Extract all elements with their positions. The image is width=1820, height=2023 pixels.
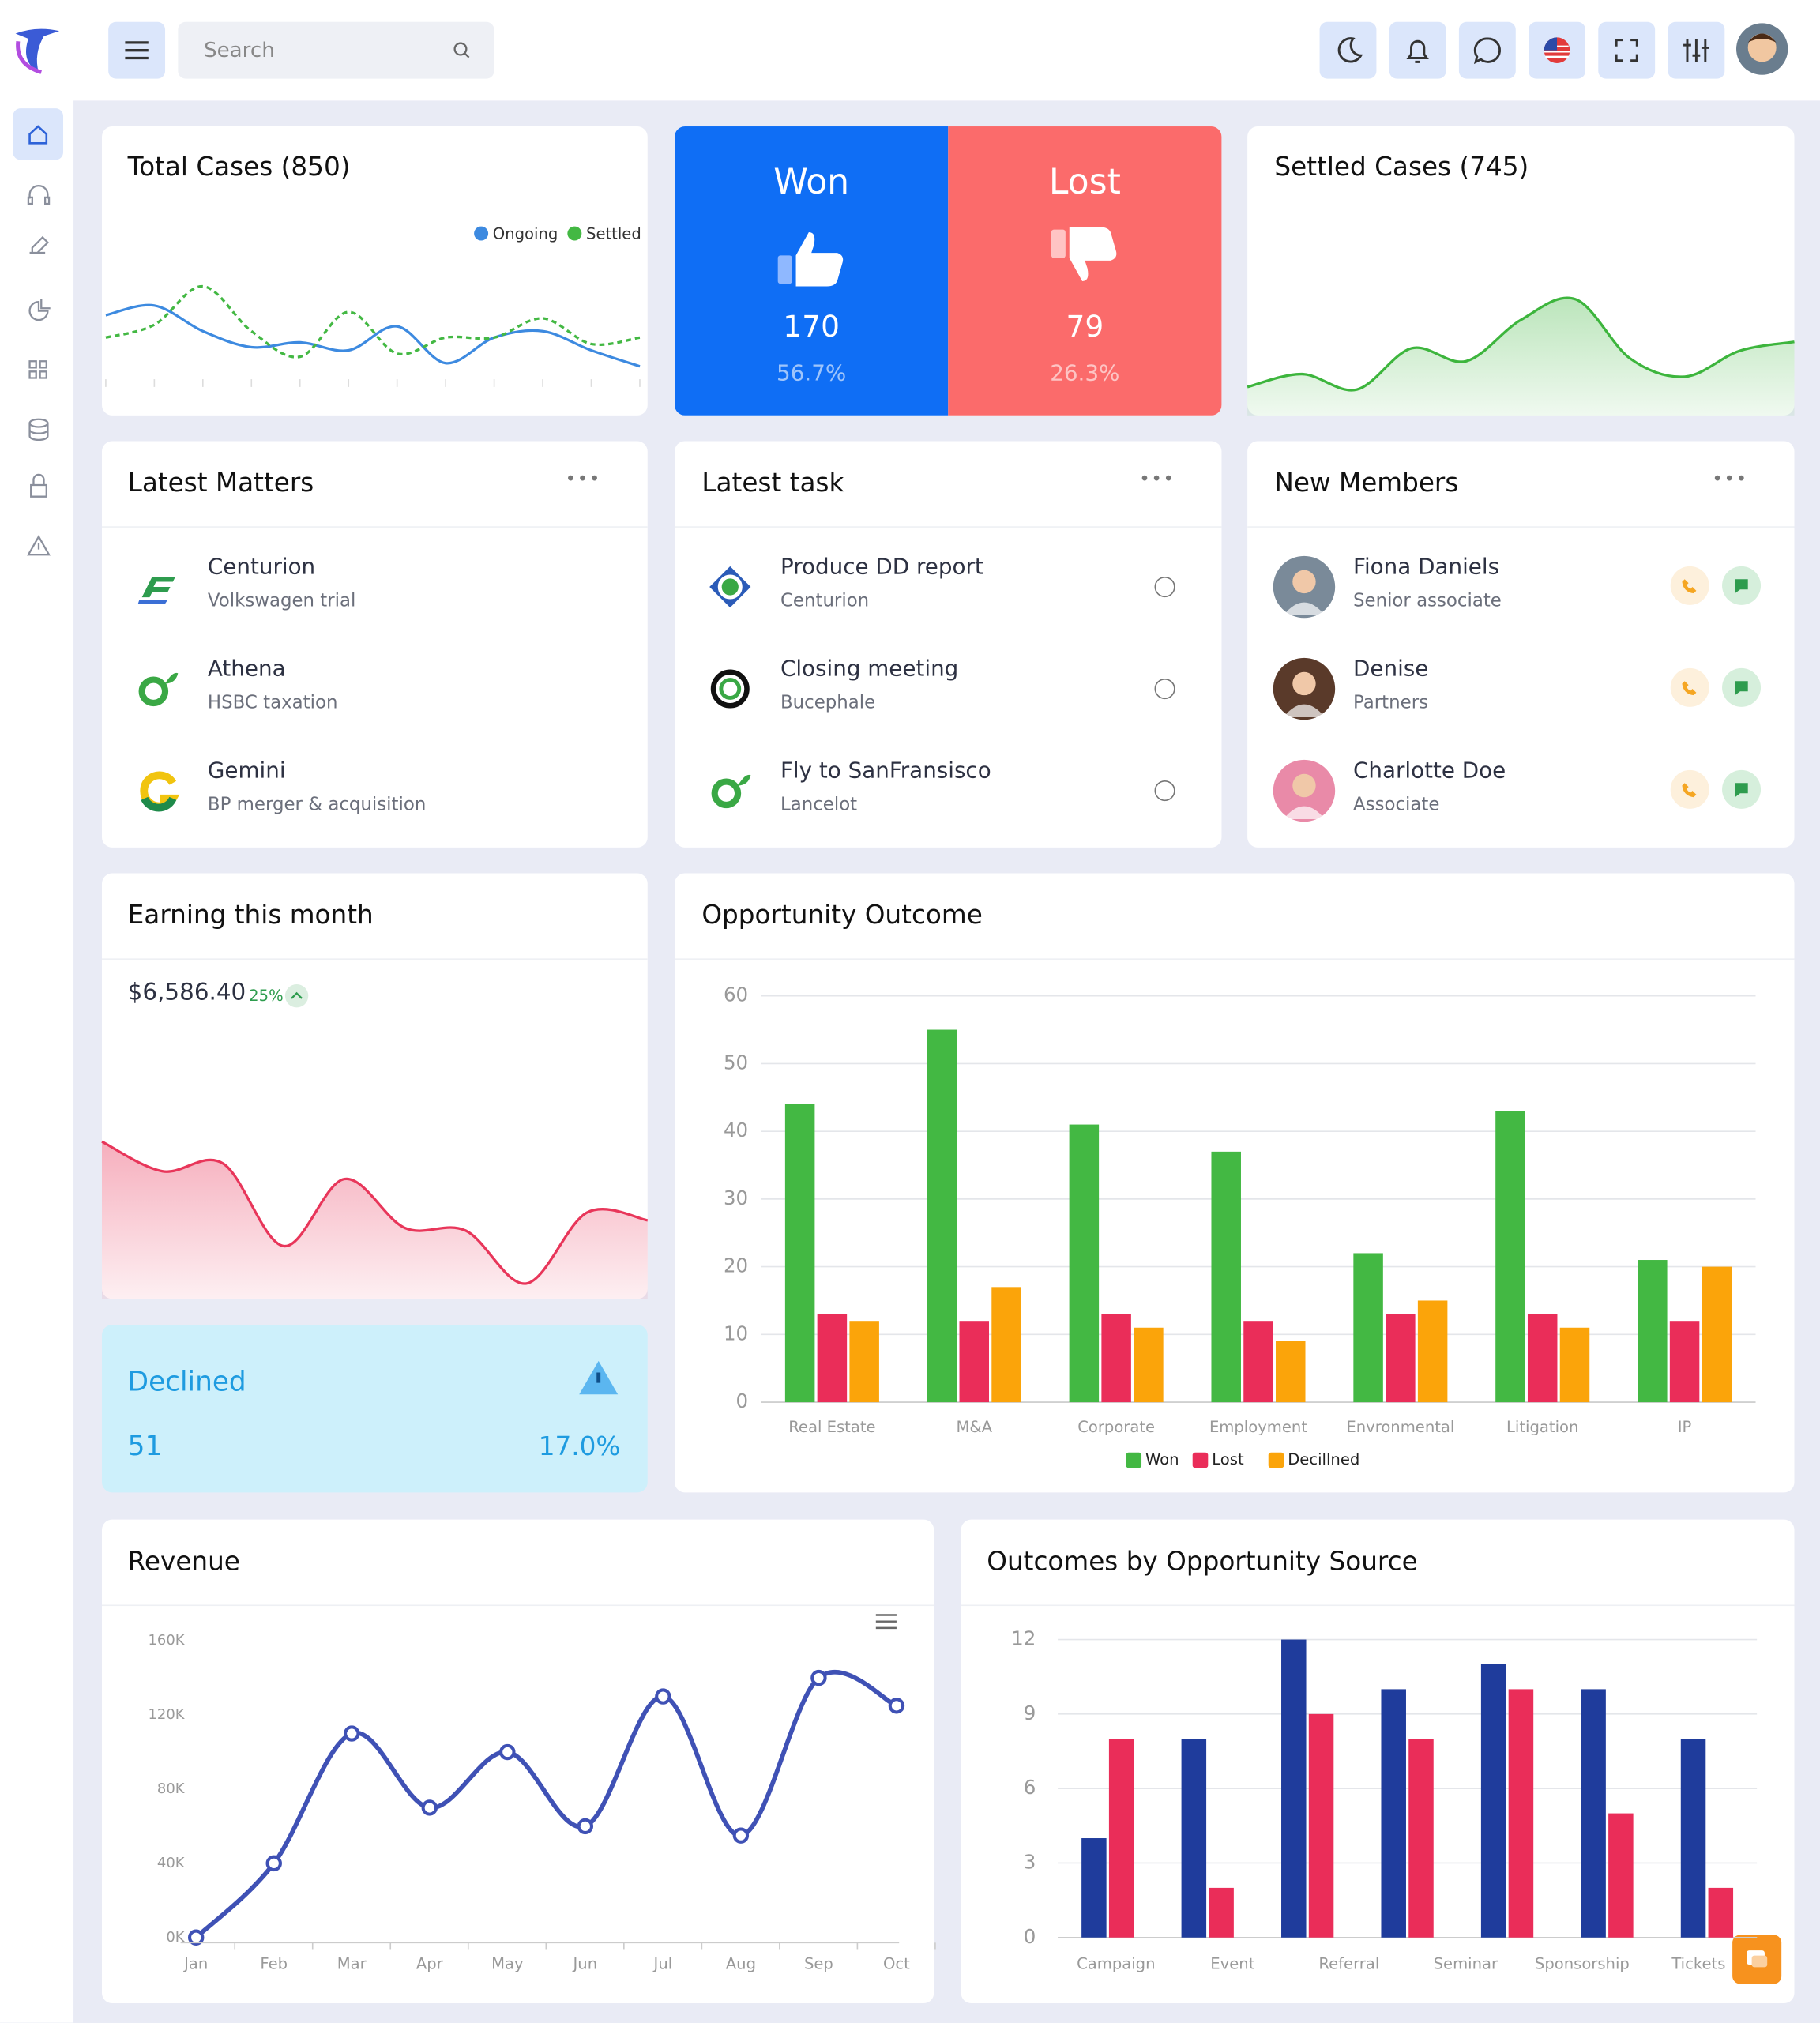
item-subtitle: Lancelot bbox=[780, 794, 858, 816]
language-button[interactable] bbox=[1529, 21, 1585, 79]
chat-fab[interactable] bbox=[1732, 1935, 1782, 1984]
trend-up-icon bbox=[284, 983, 309, 1008]
earning-amount: $6,586.40 bbox=[127, 979, 246, 1006]
lost-label: Lost bbox=[1048, 162, 1121, 203]
message-button bbox=[1722, 566, 1762, 605]
item-title: Closing meeting bbox=[780, 656, 959, 682]
fullscreen-button[interactable] bbox=[1598, 21, 1656, 79]
declined-card: Declined 51 17.0% bbox=[102, 1325, 648, 1493]
item-subtitle: Bucephale bbox=[780, 692, 876, 714]
divider bbox=[675, 958, 1795, 960]
divider bbox=[102, 1604, 934, 1607]
item-title: Fly to SanFransisco bbox=[780, 758, 991, 784]
call-button bbox=[1670, 667, 1709, 707]
card-title: New Members bbox=[1274, 467, 1459, 498]
won-value: 170 bbox=[783, 310, 840, 345]
sidebar bbox=[0, 0, 74, 2023]
task-icon bbox=[707, 564, 754, 611]
notifications-button[interactable] bbox=[1389, 21, 1446, 79]
member-avatar bbox=[1273, 657, 1336, 720]
item-title: Denise bbox=[1353, 656, 1429, 682]
item-title: Gemini bbox=[207, 758, 286, 784]
menu-button[interactable] bbox=[108, 21, 166, 79]
new-members-card: New Members ••• Fiona Daniels Senior asso… bbox=[1247, 441, 1795, 848]
settled-cases-card: Settled Cases (745) bbox=[1247, 126, 1795, 416]
logo bbox=[15, 28, 60, 74]
divider bbox=[102, 526, 648, 528]
item-subtitle: HSBC taxation bbox=[207, 692, 338, 714]
call-button bbox=[1670, 769, 1709, 809]
task-checkbox bbox=[1154, 576, 1175, 598]
opportunity-card: Opportunity Outcome bbox=[675, 873, 1795, 1493]
card-title: Opportunity Outcome bbox=[701, 899, 983, 931]
item-title: Athena bbox=[207, 656, 286, 682]
settings-button[interactable] bbox=[1668, 21, 1725, 79]
divider bbox=[102, 958, 648, 960]
user-avatar[interactable] bbox=[1735, 22, 1789, 77]
item-subtitle: Volkswagen trial bbox=[207, 590, 356, 612]
item-title: Charlotte Doe bbox=[1353, 758, 1506, 784]
item-subtitle: Senior associate bbox=[1353, 590, 1502, 612]
item-subtitle: Associate bbox=[1353, 794, 1440, 816]
item-subtitle: Centurion bbox=[780, 590, 870, 612]
chart-menu[interactable] bbox=[874, 1612, 897, 1630]
more-button[interactable]: ••• bbox=[1712, 469, 1748, 491]
card-title: Total Cases (850) bbox=[127, 151, 351, 182]
outcomes-card: Outcomes by Opportunity Source bbox=[961, 1519, 1795, 2004]
earning-change: 25% bbox=[249, 987, 284, 1006]
divider bbox=[1247, 526, 1795, 528]
member-avatar bbox=[1273, 555, 1336, 619]
search-placeholder: Search bbox=[204, 37, 275, 62]
earning-card: Earning this month $6,586.40 25% bbox=[102, 873, 648, 1299]
thumbs-down-icon bbox=[1051, 227, 1117, 281]
chat-button[interactable] bbox=[1458, 21, 1516, 79]
lost-percent: 26.3% bbox=[1050, 361, 1120, 387]
won-label: Won bbox=[773, 162, 850, 203]
matter-icon bbox=[134, 768, 181, 814]
revenue-card: Revenue bbox=[102, 1519, 934, 2004]
divider bbox=[961, 1604, 1795, 1607]
item-subtitle: Partners bbox=[1353, 692, 1429, 714]
more-button[interactable]: ••• bbox=[1139, 469, 1175, 491]
declined-title: Declined bbox=[127, 1366, 246, 1397]
declined-percent: 17.0% bbox=[538, 1430, 621, 1462]
matter-icon bbox=[134, 666, 181, 713]
won-percent: 56.7% bbox=[777, 361, 847, 387]
item-title: Produce DD report bbox=[780, 555, 983, 581]
call-button bbox=[1670, 566, 1709, 605]
member-avatar bbox=[1273, 759, 1336, 822]
item-title: Fiona Daniels bbox=[1353, 555, 1500, 581]
thumbs-up-icon bbox=[777, 231, 844, 287]
task-icon bbox=[707, 666, 754, 713]
dark-mode-button[interactable] bbox=[1319, 21, 1377, 79]
divider bbox=[675, 526, 1222, 528]
warning-icon bbox=[579, 1360, 619, 1395]
matter-icon bbox=[134, 564, 181, 611]
message-button bbox=[1722, 769, 1762, 809]
lost-value: 79 bbox=[1066, 310, 1104, 345]
more-button[interactable]: ••• bbox=[565, 469, 601, 491]
total-cases-card: Total Cases (850) bbox=[102, 126, 648, 416]
card-title: Revenue bbox=[127, 1545, 240, 1577]
card-title: Settled Cases (745) bbox=[1274, 151, 1529, 182]
task-checkbox bbox=[1154, 678, 1175, 700]
task-checkbox bbox=[1154, 780, 1175, 802]
search-box[interactable]: Search bbox=[178, 21, 494, 79]
message-button bbox=[1722, 667, 1762, 707]
task-icon bbox=[707, 768, 754, 814]
card-title: Earning this month bbox=[127, 899, 374, 931]
nav-home[interactable] bbox=[13, 108, 64, 160]
latest-matters-card: Latest Matters ••• Centurion Volkswagen t… bbox=[102, 441, 648, 848]
card-title: Latest task bbox=[701, 467, 844, 498]
item-title: Centurion bbox=[207, 555, 316, 581]
card-title: Outcomes by Opportunity Source bbox=[987, 1545, 1418, 1577]
latest-task-card: Latest task ••• Produce DD report Centuri… bbox=[675, 441, 1222, 848]
card-title: Latest Matters bbox=[127, 467, 314, 498]
nav-icons[interactable] bbox=[23, 181, 54, 568]
declined-value: 51 bbox=[127, 1430, 163, 1462]
won-lost-card: Won 170 56.7% Lost 79 26.3% bbox=[675, 126, 1222, 416]
item-subtitle: BP merger & acquisition bbox=[207, 794, 427, 816]
